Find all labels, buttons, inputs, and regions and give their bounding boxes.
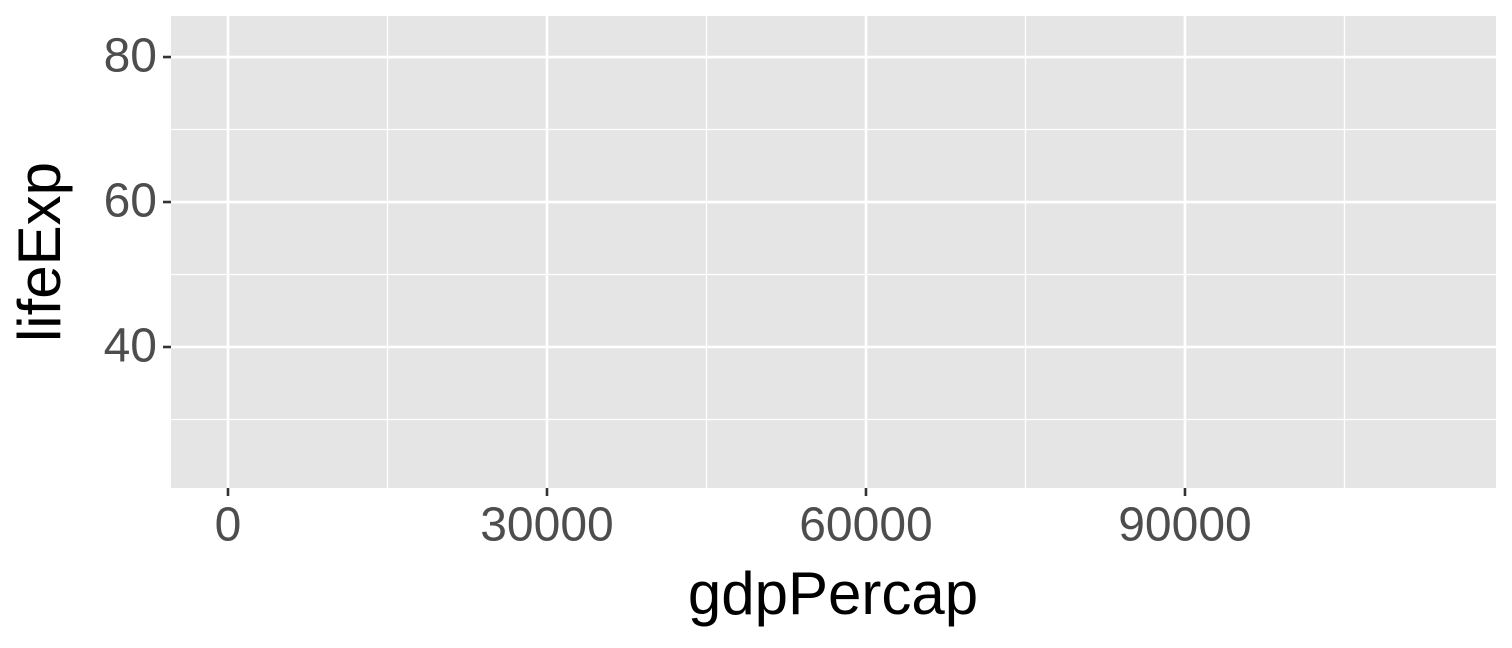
y-axis-title: lifeExp — [6, 162, 73, 342]
y-tick-label: 80 — [104, 30, 157, 83]
panel — [171, 16, 1496, 488]
grid — [171, 16, 1496, 488]
x-tick-label: 90000 — [1118, 499, 1251, 552]
x-tick-label: 30000 — [480, 499, 613, 552]
x-axis-title: gdpPercap — [688, 560, 978, 627]
x-tick-label: 0 — [215, 499, 242, 552]
y-tick-label: 40 — [104, 320, 157, 373]
y-tick-label: 60 — [104, 175, 157, 228]
x-tick-label: 60000 — [799, 499, 932, 552]
